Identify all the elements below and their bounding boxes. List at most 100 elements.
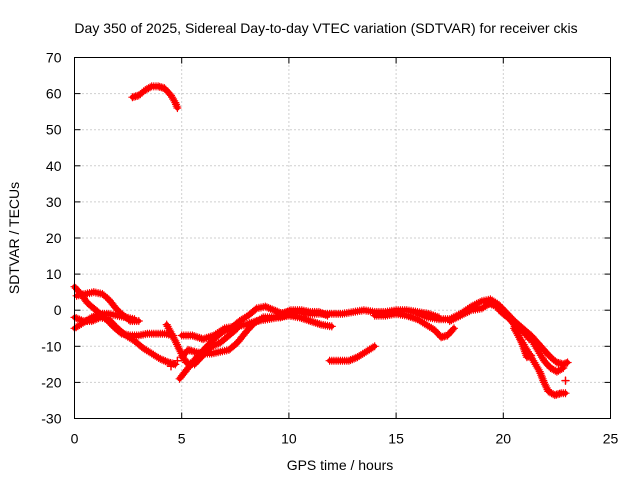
data-point [542,358,546,363]
data-point [156,84,161,89]
data-point [445,333,450,338]
data-point [319,322,324,327]
data-point [486,301,491,305]
data-series-17 [509,324,570,400]
data-point [201,337,206,342]
data-point [106,297,111,302]
data-point [565,360,570,365]
data-point [115,308,120,313]
data-point [351,310,356,314]
data-point [546,389,551,394]
data-point [340,311,345,316]
data-series-10 [274,306,444,322]
data-point [497,308,501,313]
data-point [271,308,276,313]
y-tick-label: 30 [46,194,62,210]
data-point [89,315,94,320]
data-point [355,355,360,360]
data-point [437,317,441,322]
data-point [563,391,568,396]
data-point [522,331,527,336]
data-point [83,292,88,296]
x-tick-label: 5 [178,431,186,447]
data-point [173,100,178,105]
data-point [149,351,154,356]
data-point [136,319,141,323]
data-point [535,347,540,352]
data-point [308,319,313,323]
data-point [115,326,120,331]
data-point [226,333,231,338]
x-axis-label: GPS time / hours [287,457,394,473]
y-tick-label: 50 [46,122,62,138]
data-point [186,366,191,370]
data-point [552,393,557,397]
y-tick-label: -10 [41,338,61,354]
data-point [132,317,137,322]
isolated-data-point [173,356,182,365]
data-point [265,317,270,322]
data-point [469,308,474,313]
data-point [177,376,182,381]
x-tick-label: 15 [388,431,404,447]
data-point [149,84,154,89]
data-point [194,355,199,360]
data-point [514,322,519,327]
data-point [154,331,158,336]
data-point [218,340,223,345]
data-point [308,311,313,316]
data-point [542,347,546,352]
data-point [415,311,420,316]
chart-title: Day 350 of 2025, Sidereal Day-to-day VTE… [74,20,577,36]
data-series-9 [177,311,336,344]
data-point [179,355,184,360]
data-point [218,349,223,354]
data-series-12 [370,309,459,342]
data-point [98,311,103,316]
data-point [124,315,128,320]
data-point [124,333,128,338]
data-point [494,304,499,309]
data-point [364,349,369,354]
data-point [186,347,191,352]
data-point [554,369,559,374]
data-point [246,313,251,318]
data-series-1 [128,82,182,113]
data-point [542,380,546,385]
data-point [537,369,542,374]
data-point [254,306,259,311]
data-point [479,306,484,311]
x-tick-label: 20 [496,431,512,447]
data-point [531,358,536,363]
y-tick-label: 10 [46,266,62,282]
data-point [244,329,248,334]
data-point [201,351,206,356]
data-point [361,308,366,313]
data-point [505,315,510,320]
data-point [529,337,534,342]
isolated-data-point [561,376,570,385]
data-point [132,338,137,343]
data-point [424,322,429,327]
data-point [233,324,238,329]
data-point [164,322,169,327]
data-point [327,358,332,363]
data-point [524,347,529,352]
data-point [518,337,523,342]
data-point [166,360,171,365]
data-point [130,95,135,100]
data-point [426,315,431,320]
data-point [106,317,111,322]
data-point [179,333,184,338]
data-point [136,333,141,338]
x-tick-label: 0 [71,431,79,447]
data-series-6 [162,320,242,369]
data-point [254,319,259,323]
data-point [439,335,444,340]
data-point [91,290,96,295]
data-point [329,311,334,316]
data-point [447,319,452,323]
data-point [93,308,98,313]
data-point [173,362,178,367]
data-point [158,356,163,361]
